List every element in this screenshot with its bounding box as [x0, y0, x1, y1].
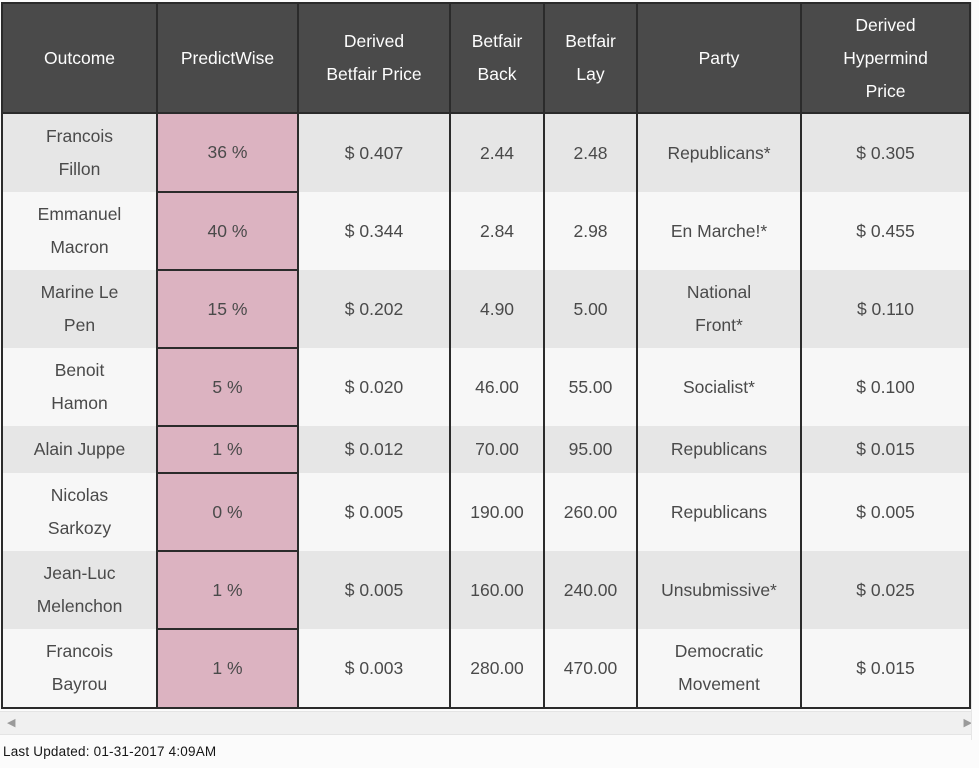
cell-party: Republicans* — [636, 113, 801, 192]
cell-derived-betfair-price: $ 0.020 — [297, 348, 450, 426]
column-header-betfair-back: Betfair Back — [449, 3, 544, 114]
table-row: Jean-Luc Melenchon 1 % $ 0.005 160.00 240.00… — [2, 550, 970, 630]
table-row: Benoit Hamon 5 % $ 0.020 46.00 55.00 Socialis… — [2, 347, 970, 427]
cell-derived-betfair-price: $ 0.344 — [297, 192, 450, 270]
cell-betfair-back: 160.00 — [449, 551, 544, 629]
cell-outcome: Emmanuel Macron — [2, 192, 157, 270]
cell-betfair-back: 190.00 — [449, 473, 544, 551]
cell-derived-betfair-price: $ 0.003 — [297, 629, 450, 708]
cell-predictwise: 1 % — [156, 628, 298, 709]
cell-outcome: Alain Juppe — [2, 426, 157, 473]
cell-betfair-lay: 2.98 — [543, 192, 637, 270]
cell-derived-hypermind-price: $ 0.015 — [800, 629, 970, 708]
cell-predictwise: 1 % — [156, 550, 298, 630]
scroll-right-icon[interactable]: ▶ — [963, 716, 972, 729]
cell-outcome: Francois Bayrou — [2, 629, 157, 708]
header-row: Outcome PredictWise Derived Betfair Pric… — [2, 3, 970, 114]
cell-derived-hypermind-price: $ 0.025 — [800, 551, 970, 629]
cell-derived-hypermind-price: $ 0.100 — [800, 348, 970, 426]
cell-outcome: Francois Fillon — [2, 113, 157, 192]
cell-outcome: Jean-Luc Melenchon — [2, 551, 157, 629]
column-header-derived-betfair-price: Derived Betfair Price — [297, 3, 450, 114]
cell-predictwise: 0 % — [156, 472, 298, 552]
last-updated-text: Last Updated: 01-31-2017 4:09AM — [3, 744, 217, 759]
table-row: Francois Fillon 36 % $ 0.407 2.44 2.48 Republ… — [2, 112, 970, 193]
cell-party: Socialist* — [636, 348, 801, 426]
column-header-betfair-lay: Betfair Lay — [543, 3, 637, 114]
table-row: Nicolas Sarkozy 0 % $ 0.005 190.00 260.00 Rep… — [2, 472, 970, 552]
column-header-outcome: Outcome — [2, 3, 157, 114]
table-row: Emmanuel Macron 40 % $ 0.344 2.84 2.98 En Mar… — [2, 191, 970, 271]
cell-derived-betfair-price: $ 0.407 — [297, 113, 450, 192]
table-body: Francois Fillon 36 % $ 0.407 2.44 2.48 Republ… — [2, 112, 970, 709]
cell-betfair-lay: 2.48 — [543, 113, 637, 192]
cell-betfair-lay: 55.00 — [543, 348, 637, 426]
table-row: Marine Le Pen 15 % $ 0.202 4.90 5.00 National… — [2, 269, 970, 349]
cell-betfair-lay: 95.00 — [543, 426, 637, 473]
cell-derived-betfair-price: $ 0.202 — [297, 270, 450, 348]
cell-party: Republicans — [636, 473, 801, 551]
cell-derived-hypermind-price: $ 0.005 — [800, 473, 970, 551]
column-header-derived-hypermind-price: Derived Hypermind Price — [800, 3, 970, 114]
cell-derived-hypermind-price: $ 0.305 — [800, 113, 970, 192]
cell-betfair-back: 70.00 — [449, 426, 544, 473]
vertical-scrollbar-track[interactable] — [971, 2, 979, 740]
table-row: Francois Bayrou 1 % $ 0.003 280.00 470.00 Dem… — [2, 628, 970, 709]
cell-betfair-lay: 470.00 — [543, 629, 637, 708]
cell-party: Unsubmissive* — [636, 551, 801, 629]
cell-betfair-lay: 5.00 — [543, 270, 637, 348]
cell-party: En Marche!* — [636, 192, 801, 270]
cell-betfair-back: 280.00 — [449, 629, 544, 708]
cell-derived-hypermind-price: $ 0.015 — [800, 426, 970, 473]
prediction-table: Outcome PredictWise Derived Betfair Pric… — [1, 2, 971, 709]
cell-derived-betfair-price: $ 0.005 — [297, 551, 450, 629]
column-header-party: Party — [636, 3, 801, 114]
cell-derived-betfair-price: $ 0.012 — [297, 426, 450, 473]
cell-outcome: Marine Le Pen — [2, 270, 157, 348]
cell-derived-hypermind-price: $ 0.455 — [800, 192, 970, 270]
cell-predictwise: 1 % — [156, 425, 298, 474]
cell-outcome: Benoit Hamon — [2, 348, 157, 426]
prediction-table-container: Outcome PredictWise Derived Betfair Pric… — [1, 2, 971, 709]
cell-derived-hypermind-price: $ 0.110 — [800, 270, 970, 348]
cell-betfair-lay: 240.00 — [543, 551, 637, 629]
cell-predictwise: 5 % — [156, 347, 298, 427]
cell-betfair-back: 2.84 — [449, 192, 544, 270]
cell-predictwise: 15 % — [156, 269, 298, 349]
cell-party: National Front* — [636, 270, 801, 348]
column-header-predictwise: PredictWise — [156, 3, 298, 114]
table-row: Alain Juppe 1 % $ 0.012 70.00 95.00 Republica… — [2, 425, 970, 474]
cell-betfair-back: 4.90 — [449, 270, 544, 348]
cell-betfair-back: 2.44 — [449, 113, 544, 192]
horizontal-scrollbar[interactable]: ◀ ▶ — [0, 711, 979, 735]
cell-betfair-lay: 260.00 — [543, 473, 637, 551]
cell-outcome: Nicolas Sarkozy — [2, 473, 157, 551]
cell-party: Republicans — [636, 426, 801, 473]
scroll-left-icon[interactable]: ◀ — [7, 716, 16, 729]
cell-betfair-back: 46.00 — [449, 348, 544, 426]
cell-predictwise: 36 % — [156, 112, 298, 193]
cell-derived-betfair-price: $ 0.005 — [297, 473, 450, 551]
cell-party: Democratic Movement — [636, 629, 801, 708]
cell-predictwise: 40 % — [156, 191, 298, 271]
